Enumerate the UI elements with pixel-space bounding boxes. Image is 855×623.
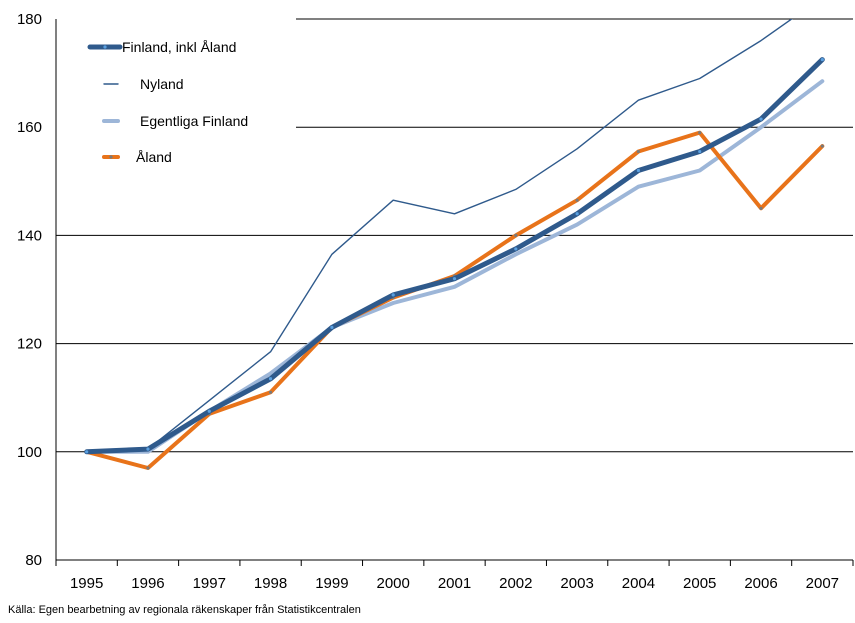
y-tick-label: 160 bbox=[17, 119, 42, 136]
data-point bbox=[268, 377, 273, 381]
x-tick-label: 1999 bbox=[315, 575, 348, 592]
x-tick-label: 2000 bbox=[377, 575, 410, 592]
y-tick-label: 120 bbox=[17, 336, 42, 353]
x-tick-label: 2005 bbox=[683, 575, 716, 592]
x-tick-label: 1997 bbox=[193, 575, 226, 592]
legend-label-3: Åland bbox=[136, 149, 172, 165]
x-tick-label: 2007 bbox=[806, 575, 839, 592]
legend-marker bbox=[103, 45, 107, 49]
legend-marker bbox=[109, 155, 113, 159]
data-point bbox=[330, 325, 334, 329]
data-point bbox=[146, 466, 150, 470]
legend-label-1: Nyland bbox=[140, 76, 184, 92]
x-tick-label: 1998 bbox=[254, 575, 287, 592]
y-tick-label: 100 bbox=[17, 444, 42, 461]
y-tick-label: 80 bbox=[25, 552, 42, 569]
data-point bbox=[698, 131, 702, 135]
data-point bbox=[207, 409, 211, 413]
data-point bbox=[514, 233, 518, 237]
source-note: Källa: Egen bearbetning av regionala räk… bbox=[8, 604, 361, 616]
data-point bbox=[636, 149, 641, 154]
data-point bbox=[698, 149, 702, 154]
data-point bbox=[820, 57, 824, 62]
data-point bbox=[820, 144, 824, 148]
data-point bbox=[575, 198, 579, 202]
x-tick-label: 2006 bbox=[744, 575, 777, 592]
series-line-2 bbox=[84, 79, 825, 454]
y-tick-label: 140 bbox=[17, 227, 42, 244]
y-tick-label: 180 bbox=[17, 11, 42, 28]
data-point bbox=[759, 117, 763, 121]
x-tick-label: 1996 bbox=[131, 575, 164, 592]
data-point bbox=[268, 390, 273, 394]
x-tick-label: 2004 bbox=[622, 575, 655, 592]
data-point bbox=[85, 450, 89, 454]
x-tick-label: 1995 bbox=[70, 575, 103, 592]
series-line-1 bbox=[85, 19, 793, 453]
data-point bbox=[575, 212, 579, 216]
legend-label-0: Finland, inkl Åland bbox=[122, 39, 236, 55]
legend-label-2: Egentliga Finland bbox=[140, 113, 248, 129]
grid-lines bbox=[56, 18, 853, 453]
legend: Finland, inkl Åland Nyland Egentliga Finla… bbox=[87, 39, 248, 165]
data-point bbox=[146, 447, 150, 451]
data-point bbox=[391, 293, 395, 297]
data-point bbox=[759, 206, 763, 210]
data-point bbox=[452, 277, 457, 281]
data-point bbox=[514, 247, 518, 251]
x-tick-label: 2003 bbox=[560, 575, 593, 592]
axes: 80 100 120 140 160 180 1995 1996 1997 1998 1999 200… bbox=[17, 11, 854, 592]
x-tick-label: 2002 bbox=[499, 575, 532, 592]
series-lines bbox=[84, 19, 825, 470]
x-tick-label: 2001 bbox=[438, 575, 471, 592]
data-point bbox=[636, 168, 641, 173]
